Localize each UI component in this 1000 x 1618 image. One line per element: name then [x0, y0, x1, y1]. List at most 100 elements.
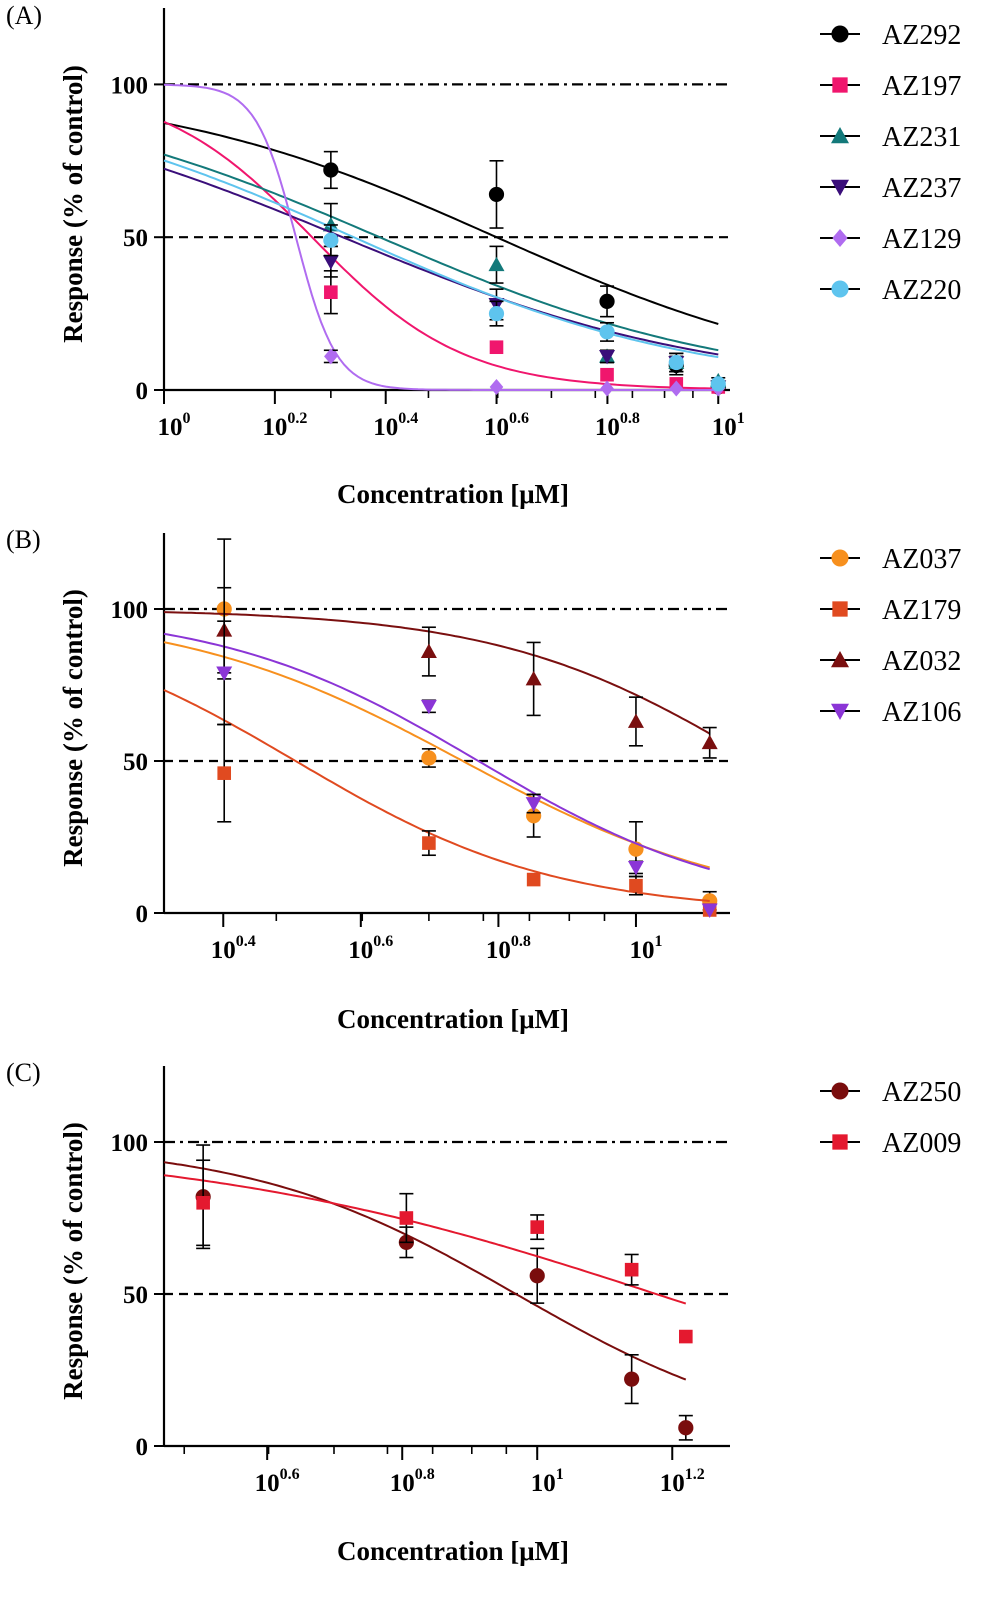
legend-marker — [832, 229, 848, 247]
x-tick-label: 101 — [531, 1466, 564, 1497]
data-point — [420, 643, 437, 658]
data-point — [322, 255, 339, 270]
y-tick-label: 100 — [111, 1130, 149, 1157]
legend-label: AZ237 — [882, 173, 961, 204]
x-tick-label: 100.8 — [390, 1466, 435, 1497]
legend-item-AZ037: AZ037 — [820, 544, 961, 575]
fit-curve — [163, 689, 710, 902]
data-point — [710, 376, 726, 392]
data-point — [324, 348, 338, 365]
legend-item-AZ106: AZ106 — [820, 697, 961, 728]
series-AZ179 — [163, 689, 717, 917]
x-tick-label: 100.6 — [484, 410, 529, 441]
y-tick-label: 0 — [136, 901, 149, 928]
y-tick-label: 50 — [123, 1282, 148, 1309]
series-AZ237 — [163, 167, 727, 395]
legend-label: AZ106 — [882, 697, 961, 728]
y-axis-label: Response (% of control) — [58, 589, 88, 867]
data-point — [529, 1268, 545, 1284]
data-point — [422, 836, 436, 850]
y-tick-label: 50 — [123, 749, 148, 776]
fit-curve — [163, 83, 719, 391]
data-point — [323, 162, 339, 178]
fit-curve — [163, 159, 719, 359]
x-axis-label: Concentration [μM] — [337, 1536, 569, 1566]
x-tick-label: 101 — [629, 933, 662, 964]
legend-item-AZ179: AZ179 — [820, 595, 961, 626]
legend-item-AZ231: AZ231 — [820, 122, 961, 153]
data-point — [489, 340, 504, 355]
data-point — [629, 878, 643, 893]
data-point — [323, 232, 339, 248]
legend-label: AZ197 — [882, 71, 961, 102]
fit-curve — [163, 167, 719, 356]
legend-marker — [832, 601, 848, 617]
legend-label: AZ129 — [882, 224, 961, 255]
y-axis-label: Response (% of control) — [58, 1122, 88, 1400]
data-point — [530, 1220, 545, 1234]
data-point — [525, 797, 542, 812]
fit-curve — [163, 122, 719, 325]
x-axis-label: Concentration [μM] — [337, 479, 569, 509]
series-AZ220 — [163, 159, 726, 392]
series-AZ250 — [163, 1144, 694, 1441]
data-point — [679, 1329, 693, 1344]
series-AZ197 — [163, 120, 726, 394]
x-tick-label: 101 — [712, 410, 745, 441]
data-point — [489, 378, 504, 395]
data-point — [624, 1262, 639, 1277]
data-point — [600, 380, 614, 397]
y-tick-label: 50 — [123, 225, 148, 252]
legend-marker — [831, 25, 849, 43]
series-AZ129 — [163, 83, 726, 397]
data-point — [526, 872, 541, 887]
chart-panel-3: (C) 0 50 100 100.6 100.8 101 101.2 Concentration… — [6, 1058, 961, 1566]
data-point — [624, 1371, 640, 1387]
panel-label: (C) — [6, 1058, 41, 1087]
x-tick-label: 100.6 — [348, 933, 393, 964]
legend-label: AZ220 — [882, 275, 961, 306]
y-tick-label: 100 — [111, 597, 149, 624]
panel-label: (B) — [6, 525, 41, 554]
x-axis-label: Concentration [μM] — [337, 1004, 569, 1034]
data-point — [399, 1211, 414, 1225]
legend-item-AZ250: AZ250 — [820, 1077, 961, 1108]
data-point — [599, 349, 616, 365]
x-tick-label: 100.4 — [373, 410, 418, 441]
data-point — [668, 354, 684, 371]
data-point — [196, 1196, 210, 1210]
data-point — [599, 324, 615, 340]
data-point — [217, 766, 232, 780]
series-AZ009 — [163, 1159, 693, 1344]
data-point — [420, 699, 437, 715]
legend-item-AZ009: AZ009 — [820, 1128, 961, 1159]
series-AZ106 — [163, 620, 718, 918]
data-point — [701, 734, 718, 750]
legend-label: AZ250 — [882, 1077, 961, 1108]
x-tick-label: 100.4 — [211, 933, 256, 964]
y-tick-label: 100 — [111, 72, 149, 99]
x-tick-label: 100.2 — [262, 410, 307, 441]
fit-curve — [163, 632, 710, 871]
chart-panel-1: (A) 0 50 100 100 100.2 100.4 100.6 100.8 101 Conce… — [6, 1, 961, 509]
data-point — [421, 750, 437, 766]
data-point — [216, 666, 233, 681]
fit-curve — [163, 611, 711, 735]
legend-marker — [831, 179, 849, 196]
legend-item-AZ237: AZ237 — [820, 173, 961, 204]
data-point — [669, 380, 684, 397]
x-tick-label: 100.8 — [595, 410, 640, 441]
legend-label: AZ037 — [882, 544, 961, 575]
legend-item-AZ292: AZ292 — [820, 20, 961, 51]
legend-marker — [831, 1082, 849, 1100]
data-point — [488, 186, 505, 203]
x-tick-label: 101.2 — [660, 1466, 705, 1497]
x-tick-label: 100 — [158, 410, 191, 441]
legend-item-AZ032: AZ032 — [820, 646, 961, 677]
y-tick-label: 0 — [136, 378, 149, 405]
x-tick-label: 100.6 — [255, 1466, 300, 1497]
legend-marker — [831, 127, 849, 144]
legend-marker — [831, 280, 849, 298]
legend-item-AZ220: AZ220 — [820, 275, 961, 306]
